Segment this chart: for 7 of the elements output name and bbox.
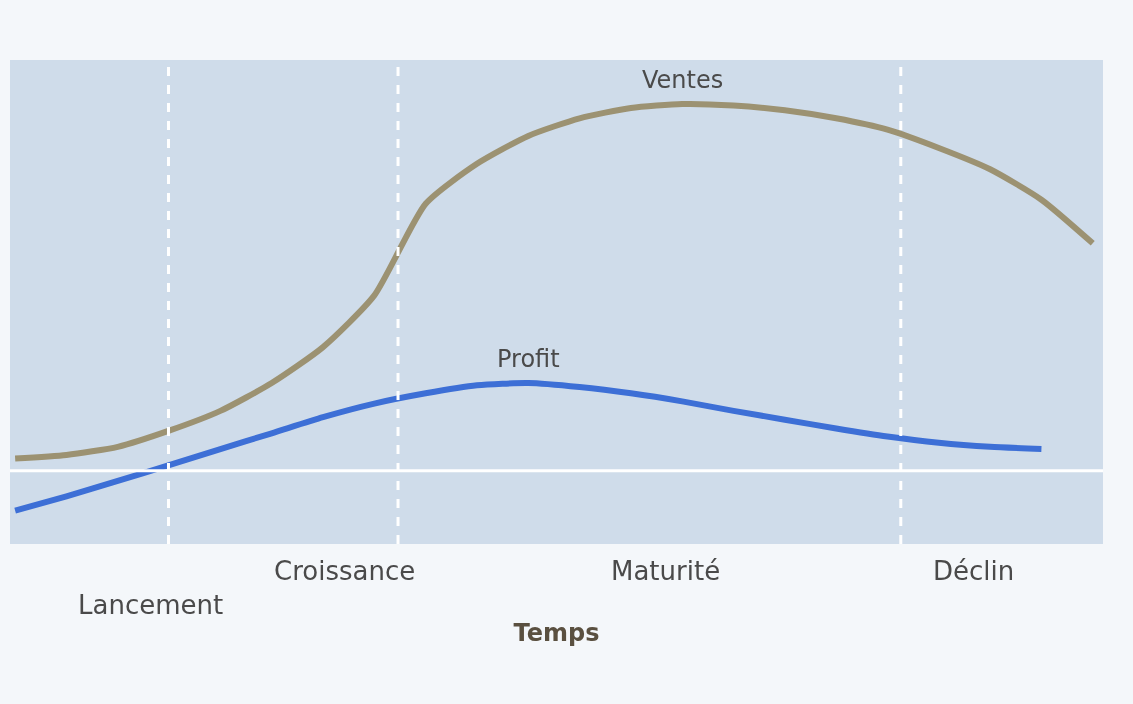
text: Croissance — [274, 556, 416, 586]
series-label: Profit — [497, 345, 560, 373]
text: Maturité — [611, 556, 721, 586]
text: Lancement — [78, 590, 224, 620]
x-axis-title: Temps — [513, 619, 600, 648]
text: Déclin — [933, 556, 1015, 586]
series-label: Ventes — [642, 66, 724, 94]
